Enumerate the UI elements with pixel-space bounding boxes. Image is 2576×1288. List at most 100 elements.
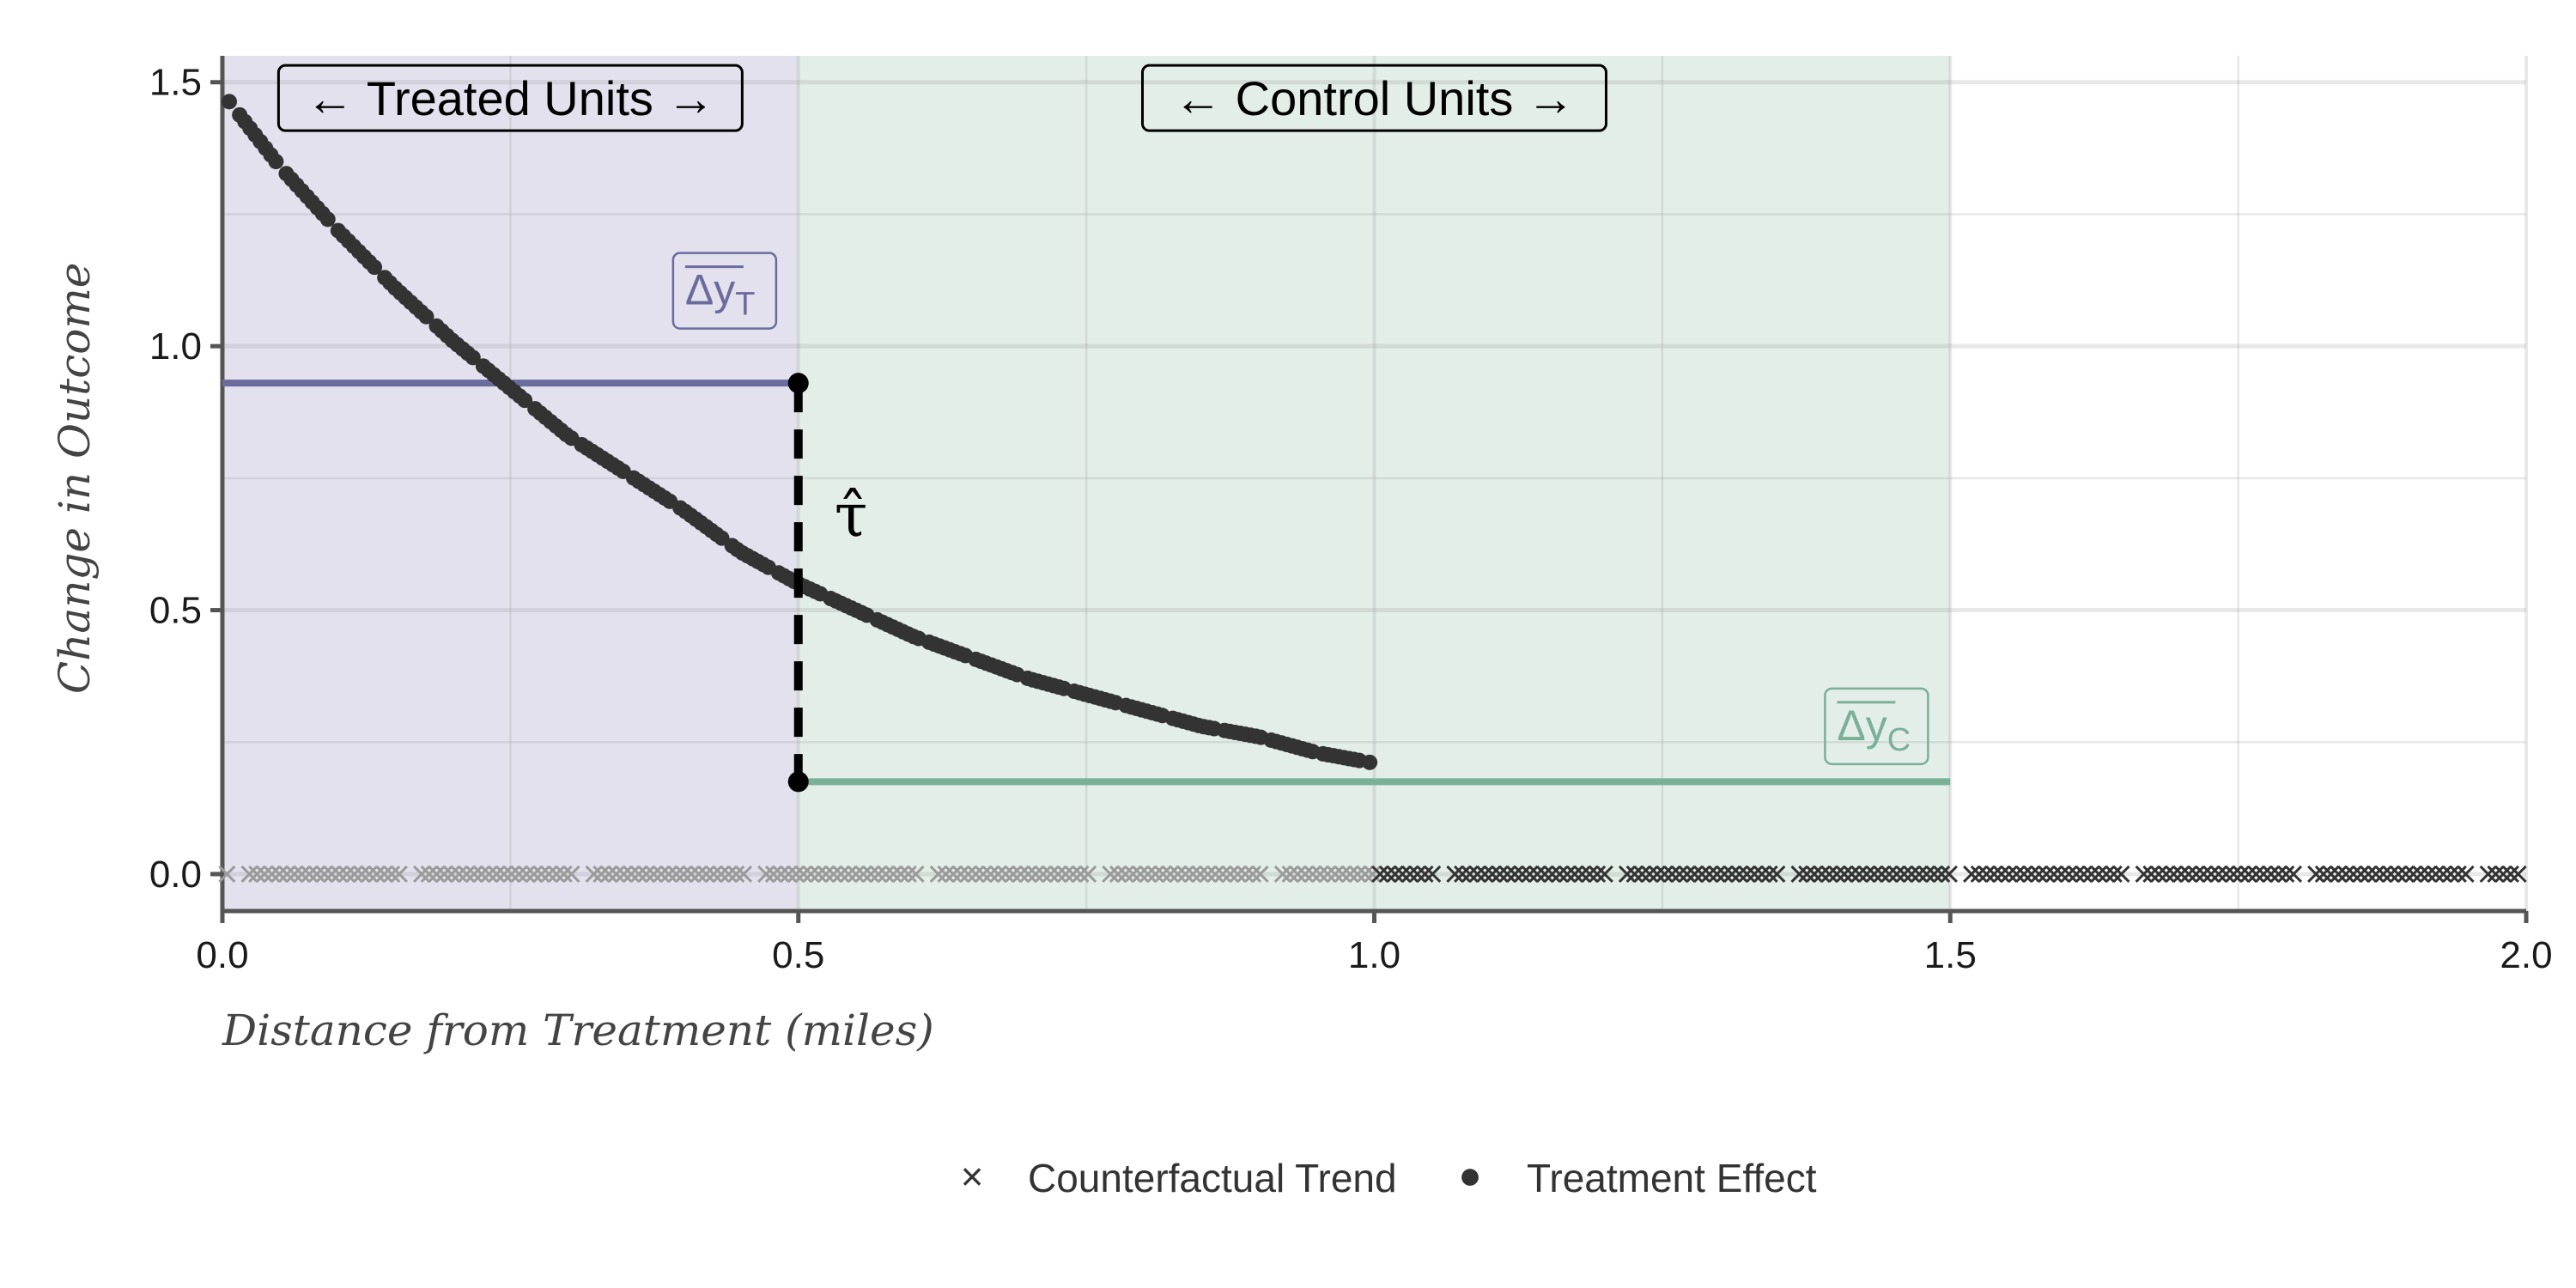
counterfactual-cross (2225, 865, 2243, 884)
counterfactual-cross (1595, 865, 1613, 884)
counterfactual-cross (1371, 865, 1389, 884)
counterfactual-cross (1753, 865, 1771, 884)
counterfactual-cross (899, 865, 917, 884)
counterfactual-cross (1641, 865, 1659, 884)
counterfactual-cross (847, 865, 865, 884)
counterfactual-cross (1461, 865, 1479, 884)
counterfactual-cross (1154, 865, 1172, 884)
counterfactual-cross (645, 865, 663, 884)
counterfactual-cross (1491, 865, 1509, 884)
counterfactual-cross (1686, 865, 1704, 884)
counterfactual-cross (959, 865, 977, 884)
counterfactual-cross (1296, 865, 1315, 884)
counterfactual-cross (218, 865, 236, 884)
counterfactual-cross (1214, 865, 1232, 884)
counterfactual-cross (1326, 865, 1344, 884)
counterfactual-cross (1850, 865, 1868, 884)
counterfactual-cross (532, 865, 550, 884)
counterfactual-cross (697, 865, 715, 884)
counterfactual-cross (1408, 865, 1426, 884)
counterfactual-cross (2344, 865, 2362, 884)
counterfactual-cross (1161, 865, 1180, 884)
counterfactual-cross (270, 865, 289, 884)
counterfactual-cross (2149, 865, 2168, 884)
region-label-box-0 (276, 64, 744, 132)
counterfactual-cross (2322, 865, 2340, 884)
mean-label-T: ΔyT (671, 252, 778, 330)
counterfactual-cross (2449, 865, 2467, 884)
mean-label-box-T (671, 252, 778, 330)
counterfactual-cross (1722, 865, 1741, 884)
x-axis-title: Distance from Treatment (miles) (222, 1005, 934, 1055)
counterfactual-cross (2390, 865, 2408, 884)
counterfactual-cross (1618, 865, 1637, 884)
estimate-label: τ̂ (835, 480, 868, 550)
counterfactual-cross (2209, 865, 2227, 884)
counterfactual-cross (502, 865, 520, 884)
counterfactual-cross (2217, 865, 2235, 884)
counterfactual-cross (2022, 865, 2040, 884)
counterfactual-cross (1873, 865, 1891, 884)
counterfactual-cross (1348, 865, 1367, 884)
counterfactual-cross (1132, 865, 1150, 884)
counterfactual-cross (1768, 865, 1786, 884)
counterfactual-cross (2135, 865, 2153, 884)
counterfactual-cross (2142, 865, 2160, 884)
counterfactual-cross (1895, 865, 1913, 884)
counterfactual-cross (2419, 865, 2438, 884)
counterfactual-cross (480, 865, 498, 884)
counterfactual-cross (2479, 865, 2497, 884)
counterfactual-cross (1716, 865, 1734, 884)
estimate-bottom-point (787, 771, 809, 793)
counterfactual-cross (2239, 865, 2257, 884)
counterfactual-cross (1004, 865, 1023, 884)
counterfactual-cross (1394, 865, 1412, 884)
counterfactual-cross (967, 865, 985, 884)
counterfactual-cross (2232, 865, 2251, 884)
counterfactual-cross (2336, 865, 2355, 884)
counterfactual-cross (1468, 865, 1486, 884)
counterfactual-cross (1798, 865, 1816, 884)
counterfactual-cross (2112, 865, 2130, 884)
counterfactual-cross (877, 865, 895, 884)
y-axis-title: Change in Outcome (50, 263, 100, 694)
counterfactual-cross (1386, 865, 1404, 884)
counterfactual-cross (1109, 865, 1127, 884)
counterfactual-cross (1678, 865, 1696, 884)
counterfactual-cross (1887, 865, 1905, 884)
counterfactual-cross (263, 865, 281, 884)
counterfactual-cross (2000, 865, 2018, 884)
counterfactual-cross (1970, 865, 1988, 884)
counterfactual-cross (1506, 865, 1524, 884)
counterfactual-cross (884, 865, 902, 884)
counterfactual-cross (757, 865, 775, 884)
counterfactual-cross (2360, 865, 2378, 884)
counterfactual-cross (1933, 865, 1951, 884)
counterfactual-cross (1191, 865, 1209, 884)
counterfactual-cross (1663, 865, 1681, 884)
counterfactual-cross (337, 865, 355, 884)
counterfactual-cross (1079, 865, 1097, 884)
counterfactual-cross (1019, 865, 1037, 884)
counterfactual-cross (2494, 865, 2512, 884)
counterfactual-cross (293, 865, 311, 884)
counterfactual-cross (1176, 865, 1194, 884)
counterfactual-cross (540, 865, 558, 884)
counterfactual-cross (1730, 865, 1748, 884)
counterfactual-cross (1454, 865, 1472, 884)
counterfactual-cross (1633, 865, 1651, 884)
legend-label-treatment: Treatment Effect (1527, 1156, 1817, 1200)
counterfactual-cross (1738, 865, 1756, 884)
counterfactual-cross (824, 865, 842, 884)
counterfactual-cross (1978, 865, 1996, 884)
counterfactual-cross (1581, 865, 1599, 884)
counterfactual-cross (629, 865, 648, 884)
counterfactual-cross (810, 865, 828, 884)
counterfactual-cross (495, 865, 513, 884)
counterfactual-cross (1693, 865, 1711, 884)
counterfactual-cross (1116, 865, 1134, 884)
counterfactual-cross (997, 865, 1015, 884)
counterfactual-cross (1535, 865, 1554, 884)
counterfactual-cross (712, 865, 730, 884)
x-tick-label-4: 2.0 (2500, 934, 2552, 976)
